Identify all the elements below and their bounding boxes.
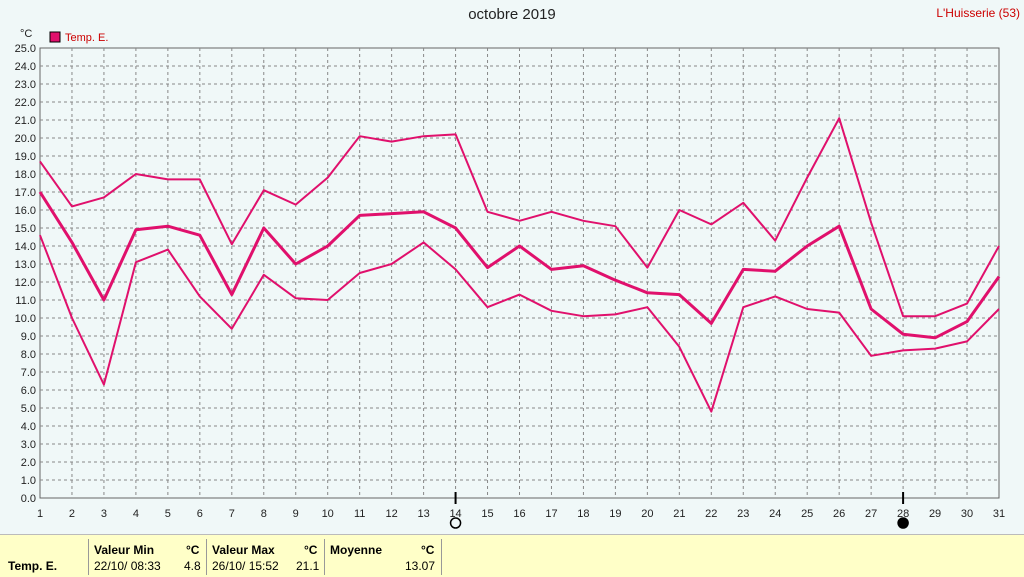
footer-series-label: Temp. E. bbox=[8, 559, 58, 573]
y-tick-label: 13.0 bbox=[15, 259, 36, 271]
x-tick-label: 1 bbox=[37, 508, 43, 520]
legend-label: Temp. E. bbox=[65, 32, 108, 44]
x-tick-label: 3 bbox=[101, 508, 107, 520]
mean-label: Moyenne bbox=[330, 543, 383, 557]
y-tick-label: 20.0 bbox=[15, 133, 36, 145]
max-unit: °C bbox=[304, 543, 318, 557]
x-tick-label: 15 bbox=[481, 508, 493, 520]
x-tick-label: 18 bbox=[577, 508, 589, 520]
temperature-chart: 0.01.02.03.04.05.06.07.08.09.010.011.012… bbox=[15, 28, 1005, 529]
y-tick-label: 15.0 bbox=[15, 223, 36, 235]
x-tick-label: 10 bbox=[322, 508, 334, 520]
y-tick-label: 12.0 bbox=[15, 277, 36, 289]
x-tick-label: 6 bbox=[197, 508, 203, 520]
y-tick-label: 14.0 bbox=[15, 241, 36, 253]
y-tick-label: 22.0 bbox=[15, 97, 36, 109]
y-tick-label: 1.0 bbox=[21, 475, 36, 487]
chart-title: octobre 2019 bbox=[468, 6, 556, 23]
x-tick-label: 8 bbox=[261, 508, 267, 520]
max-label: Valeur Max bbox=[212, 543, 275, 557]
y-tick-label: 23.0 bbox=[15, 79, 36, 91]
x-tick-label: 29 bbox=[929, 508, 941, 520]
y-tick-label: 4.0 bbox=[21, 421, 36, 433]
y-tick-label: 16.0 bbox=[15, 205, 36, 217]
station-name: L'Huisserie (53) bbox=[936, 6, 1020, 20]
x-tick-label: 20 bbox=[641, 508, 653, 520]
min-value: 4.8 bbox=[184, 559, 201, 573]
x-tick-label: 7 bbox=[229, 508, 235, 520]
y-tick-label: 9.0 bbox=[21, 331, 36, 343]
moon-phase-new-icon bbox=[897, 517, 909, 529]
x-tick-label: 12 bbox=[386, 508, 398, 520]
series-line-mean bbox=[38, 191, 1001, 340]
x-tick-label: 17 bbox=[545, 508, 557, 520]
y-axis-unit: °C bbox=[20, 28, 32, 40]
x-tick-label: 9 bbox=[293, 508, 299, 520]
series-line-min bbox=[39, 234, 1000, 413]
footer-divider bbox=[441, 539, 442, 575]
x-tick-label: 24 bbox=[769, 508, 781, 520]
y-tick-label: 25.0 bbox=[15, 43, 36, 55]
footer-divider bbox=[88, 539, 89, 575]
y-tick-label: 8.0 bbox=[21, 349, 36, 361]
footer-divider bbox=[206, 539, 207, 575]
y-tick-label: 18.0 bbox=[15, 169, 36, 181]
x-tick-label: 14 bbox=[449, 508, 461, 520]
min-label: Valeur Min bbox=[94, 543, 155, 557]
footer-divider bbox=[324, 539, 325, 575]
x-tick-label: 2 bbox=[69, 508, 75, 520]
x-tick-label: 31 bbox=[993, 508, 1005, 520]
max-when: 26/10/ 15:52 bbox=[212, 559, 279, 573]
x-tick-label: 22 bbox=[705, 508, 717, 520]
y-tick-label: 5.0 bbox=[21, 403, 36, 415]
y-tick-label: 21.0 bbox=[15, 115, 36, 127]
x-tick-label: 19 bbox=[609, 508, 621, 520]
x-tick-label: 30 bbox=[961, 508, 973, 520]
series-line-max bbox=[39, 117, 1000, 318]
x-tick-label: 28 bbox=[897, 508, 909, 520]
mean-unit: °C bbox=[421, 543, 435, 557]
min-when: 22/10/ 08:33 bbox=[94, 559, 161, 573]
x-tick-label: 25 bbox=[801, 508, 813, 520]
y-tick-label: 19.0 bbox=[15, 151, 36, 163]
x-tick-label: 23 bbox=[737, 508, 749, 520]
y-tick-label: 3.0 bbox=[21, 439, 36, 451]
y-tick-label: 17.0 bbox=[15, 187, 36, 199]
x-tick-label: 16 bbox=[513, 508, 525, 520]
moon-phase-full-icon bbox=[449, 517, 462, 529]
x-tick-label: 5 bbox=[165, 508, 171, 520]
min-unit: °C bbox=[186, 543, 200, 557]
x-tick-label: 4 bbox=[133, 508, 139, 520]
mean-value: 13.07 bbox=[405, 559, 436, 573]
y-tick-label: 6.0 bbox=[21, 385, 36, 397]
y-tick-label: 7.0 bbox=[21, 367, 36, 379]
legend-swatch bbox=[49, 31, 61, 43]
y-tick-label: 24.0 bbox=[15, 61, 36, 73]
x-tick-label: 26 bbox=[833, 508, 845, 520]
x-tick-label: 27 bbox=[865, 508, 877, 520]
y-tick-label: 0.0 bbox=[21, 493, 36, 505]
x-tick-label: 13 bbox=[417, 508, 429, 520]
y-tick-label: 2.0 bbox=[21, 457, 36, 469]
stats-footer: Temp. E. Valeur Min °C 22/10/ 08:33 4.8 … bbox=[0, 534, 1024, 577]
max-value: 21.1 bbox=[296, 559, 320, 573]
x-tick-label: 21 bbox=[673, 508, 685, 520]
x-tick-label: 11 bbox=[354, 508, 365, 520]
y-tick-label: 10.0 bbox=[15, 313, 36, 325]
y-tick-label: 11.0 bbox=[15, 295, 36, 307]
